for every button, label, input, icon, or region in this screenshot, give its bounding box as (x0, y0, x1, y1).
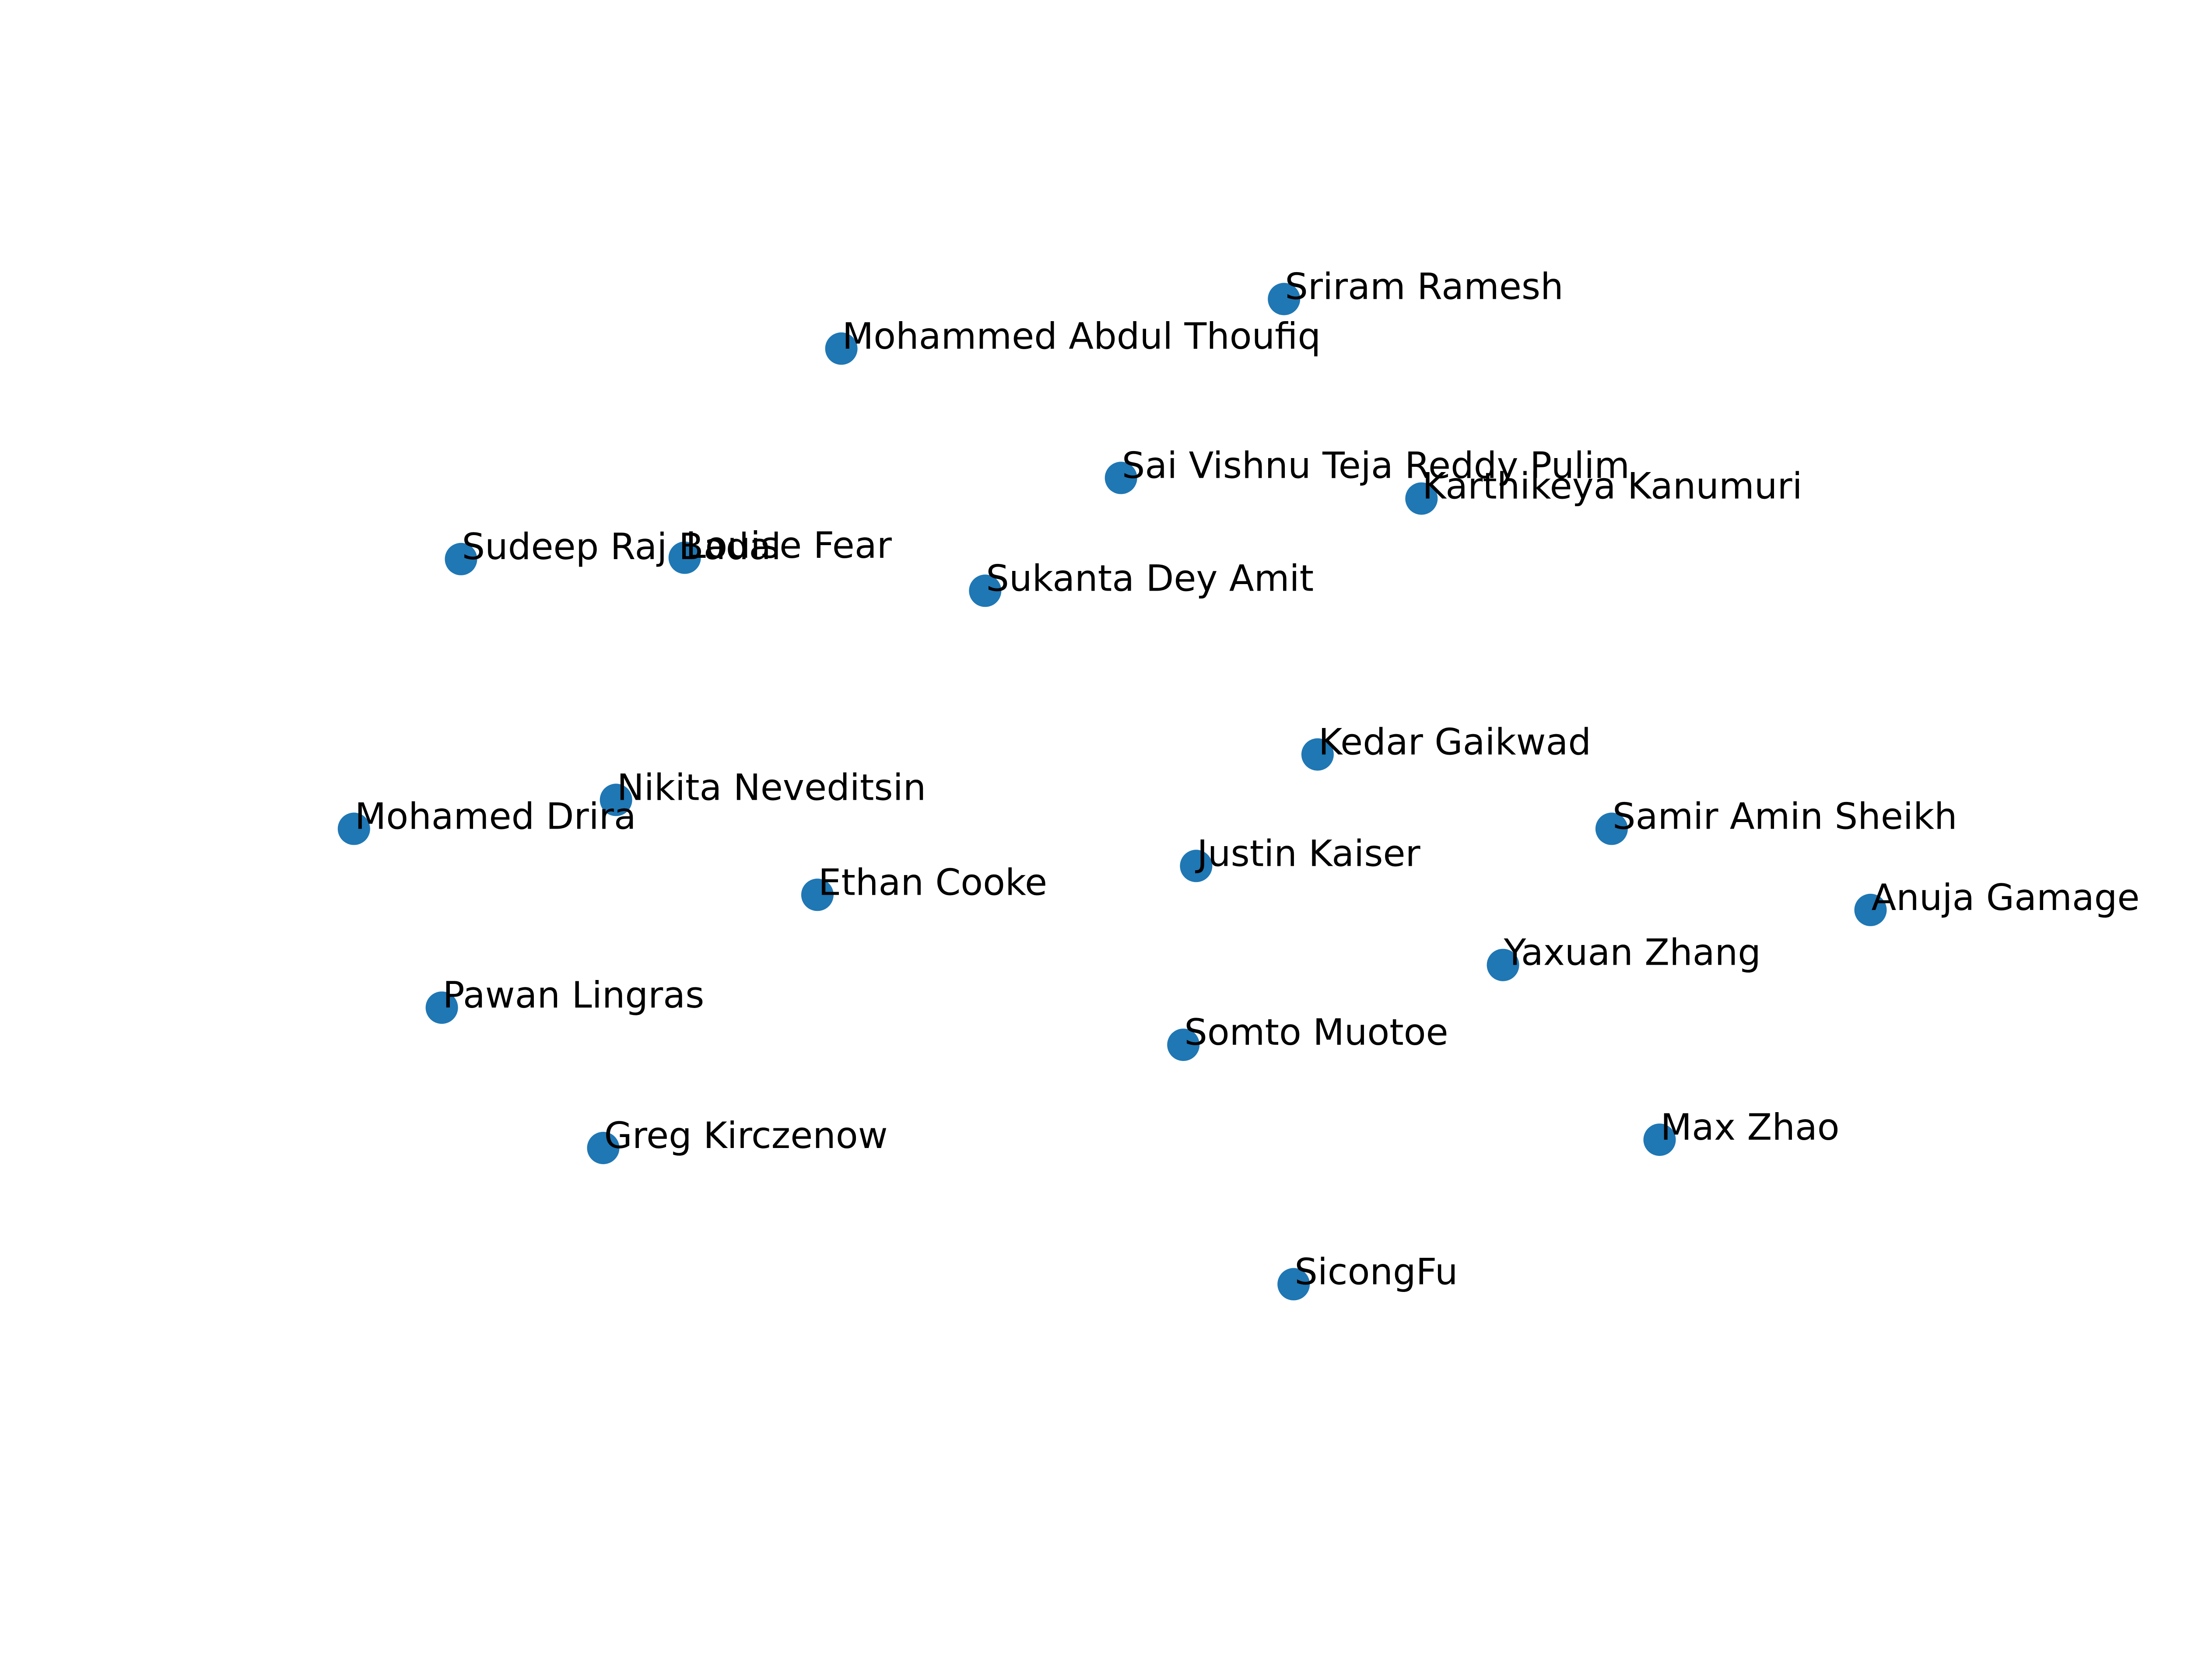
point-label: Yaxuan Zhang (1504, 931, 1761, 974)
point-label: Max Zhao (1661, 1106, 1840, 1148)
point-label: Nikita Neveditsin (617, 766, 926, 808)
points-layer (337, 283, 1887, 1301)
point-label: Kedar Gaikwad (1318, 721, 1591, 763)
scatter-point (668, 541, 701, 574)
scatter-point (1595, 812, 1628, 845)
scatter-point (1405, 482, 1438, 515)
point-label: Louise Fear (686, 524, 892, 567)
scatter-point (587, 1132, 620, 1164)
scatter-point (425, 991, 458, 1024)
labels-layer: Sriram Ramesh Mohammed Abdul Thoufiq Sai V… (355, 266, 2140, 1293)
point-label: SicongFu (1294, 1250, 1458, 1293)
scatter-point (969, 574, 1002, 607)
scatter-point (1167, 1029, 1200, 1061)
scatter-point (1854, 893, 1887, 926)
point-label: Sukanta Dey Amit (986, 557, 1314, 599)
scatter-point (1268, 283, 1301, 315)
scatter-point (1487, 948, 1519, 981)
scatter-point (337, 812, 370, 845)
point-label: Samir Amin Sheikh (1613, 795, 1957, 837)
point-label: Somto Muotoe (1184, 1011, 1448, 1054)
point-label: Anuja Gamage (1872, 876, 2140, 919)
point-label: Mohamed Drira (355, 795, 636, 837)
scatter-point (1643, 1124, 1676, 1156)
scatter-point (1277, 1268, 1310, 1301)
scatter-point (1301, 738, 1334, 771)
point-label: Pawan Lingras (443, 974, 705, 1016)
point-label: Sudeep Raj Badal (462, 525, 782, 568)
point-label: Greg Kirczenow (604, 1114, 888, 1157)
scatter-point (600, 784, 632, 816)
point-label: Mohammed Abdul Thoufiq (842, 315, 1321, 357)
point-label: Sai Vishnu Teja Reddy Pulim (1122, 444, 1630, 486)
point-label: Sriram Ramesh (1285, 266, 1564, 308)
point-label: Karthikeya Kanumuri (1422, 465, 1802, 508)
scatter-point (1180, 850, 1213, 882)
point-label: Ethan Cooke (818, 861, 1047, 903)
scatter-point (825, 332, 858, 365)
point-label: Justin Kaiser (1195, 832, 1420, 875)
scatter-point (445, 542, 477, 575)
scatter-point (801, 878, 834, 911)
scatter-point (1105, 462, 1137, 494)
